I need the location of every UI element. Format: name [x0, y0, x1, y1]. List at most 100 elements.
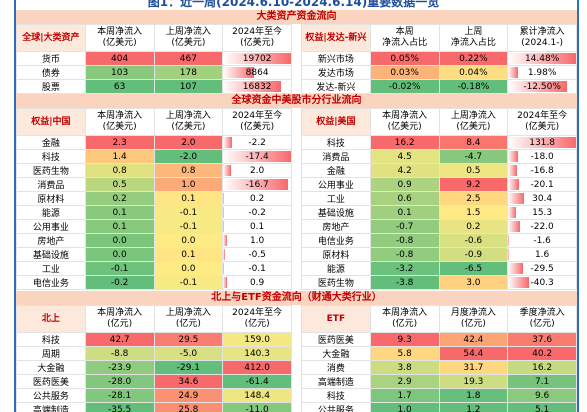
- value-text: 0.9: [249, 277, 265, 288]
- header-cell: 累计净流入 (2024.1-): [507, 24, 577, 52]
- row-label: 公共服务: [301, 402, 371, 412]
- value-cell: 14.48%: [507, 51, 577, 66]
- row-label: 发达-新兴: [301, 79, 371, 94]
- section: 全球资金中美股市分行业流向 权益|中国 本周净流入 (亿美元) 上周净流入 (亿美元)…: [16, 94, 577, 290]
- value-text: -16.7: [245, 179, 269, 190]
- header-row: 权益|中国 本周净流入 (亿美元) 上周净流入 (亿美元) 2024年至今 (亿美元): [16, 108, 292, 136]
- data-bar: [223, 67, 254, 78]
- header-row: 全球|大类资产 本周净流入 (亿美元) 上周净流入 (亿美元) 2024年至今 (亿美…: [16, 24, 292, 52]
- value-cell: -28.0: [84, 374, 155, 389]
- value-cell: 0.5: [84, 177, 155, 192]
- value-text: 15.3: [532, 207, 553, 218]
- value-cell: 1.2: [438, 402, 509, 412]
- data-row: 新兴市场 0.05% 0.22% 14.48%: [301, 51, 577, 66]
- value-text: 0.1: [249, 221, 265, 232]
- value-cell: -22.0: [507, 219, 577, 234]
- value-cell: 103: [84, 65, 155, 80]
- value-cell: 25.8: [153, 402, 224, 412]
- value-cell: -6.5: [438, 261, 509, 276]
- value-cell: -12.50%: [507, 79, 577, 94]
- value-text: 30.4: [532, 193, 553, 204]
- value-cell: -1.6: [507, 233, 577, 248]
- row-label: 金融: [301, 163, 371, 178]
- section: 大类资产资金流向 全球|大类资产 本周净流入 (亿美元) 上周净流入 (亿美元) 202…: [16, 10, 577, 94]
- data-bar: [223, 249, 226, 260]
- value-cell: -16.8: [507, 163, 577, 178]
- data-row: 发达市场 0.03% 0.04% 1.98%: [301, 65, 577, 80]
- data-row: 高端制造 2.9 19.3 7.1: [301, 374, 577, 389]
- value-cell: 2.0: [153, 135, 224, 150]
- value-text: -17.4: [245, 151, 269, 162]
- value-cell: 2.3: [84, 135, 155, 150]
- data-row: 金融 2.3 2.0 -2.2: [16, 135, 292, 150]
- value-cell: 4.5: [369, 149, 440, 164]
- value-text: -0.2: [248, 207, 266, 218]
- header-cell: 2024年至今 (亿美元): [222, 24, 292, 52]
- header-cell: 上周净流入 (亿美元): [153, 108, 224, 136]
- value-text: 131.8: [529, 137, 555, 148]
- value-cell: -0.5: [222, 247, 292, 262]
- data-bar: [223, 137, 232, 148]
- value-cell: 2.5: [438, 191, 509, 206]
- row-label: 消费品: [301, 149, 371, 164]
- data-row: 消费 3.8 31.7 16.2: [301, 360, 577, 375]
- row-label: 原材料: [301, 247, 371, 262]
- data-row: 电信业务 -0.2 -0.1 0.9: [16, 275, 292, 290]
- data-row: 周期 -8.8 -5.0 140.3: [16, 346, 292, 361]
- data-bar: [223, 193, 225, 204]
- row-label: 医药医美: [301, 332, 371, 347]
- value-cell: -20.1: [507, 177, 577, 192]
- value-cell: -0.1: [84, 261, 155, 276]
- row-label: 能源: [301, 261, 371, 276]
- value-cell: 37.6: [507, 332, 577, 347]
- header-cell: 权益|美国: [301, 108, 371, 136]
- row-label: 基础设施: [16, 247, 86, 262]
- value-cell: -0.1: [153, 219, 224, 234]
- value-cell: 0.22%: [438, 51, 509, 66]
- header-row: 权益|美国 本周净流入 (亿美元) 上周净流入 (亿美元) 2024年至今 (亿美元): [301, 108, 577, 136]
- value-cell: 1.0: [369, 402, 440, 412]
- value-cell: -16.7: [222, 177, 292, 192]
- data-bar: [508, 235, 510, 246]
- header-cell: 权益|发达-新兴: [301, 24, 371, 52]
- row-label: 大金融: [16, 360, 86, 375]
- value-text: -20.1: [530, 179, 554, 190]
- value-cell: -0.2: [84, 275, 155, 290]
- value-text: -18.0: [530, 151, 554, 162]
- value-cell: 0.5: [438, 163, 509, 178]
- value-cell: 9.6: [507, 388, 577, 403]
- value-cell: 0.2: [222, 191, 292, 206]
- value-cell: 0.0: [153, 261, 224, 276]
- value-text: -1.6: [533, 235, 551, 246]
- header-cell: 上周净流入 (亿元): [153, 305, 224, 333]
- value-cell: 15.3: [507, 205, 577, 220]
- section: 北上与ETF资金流向（财通大类行业） 北上 本周净流入 (亿元) 上周净流入 (亿元)…: [16, 291, 577, 412]
- data-table: 权益|美国 本周净流入 (亿美元) 上周净流入 (亿美元) 2024年至今 (亿美元)…: [301, 108, 577, 290]
- row-label: 大金融: [301, 346, 371, 361]
- value-cell: 0.9: [222, 275, 292, 290]
- value-cell: 2.9: [369, 374, 440, 389]
- value-cell: 1.0: [222, 233, 292, 248]
- row-label: 债券: [16, 65, 86, 80]
- row-label: 房地产: [16, 233, 86, 248]
- data-bar: [223, 81, 282, 92]
- data-row: 原材料 -0.8 -0.9 1.6: [301, 247, 577, 262]
- row-label: 公用事业: [301, 177, 371, 192]
- value-cell: -5.0: [153, 346, 224, 361]
- row-label: 工业: [301, 191, 371, 206]
- value-cell: 5.8: [369, 346, 440, 361]
- data-row: 公共服务 -28.1 24.9 148.4: [16, 388, 292, 403]
- header-cell: ETF: [301, 305, 371, 333]
- value-text: 16832: [242, 81, 272, 92]
- header-cell: 全球|大类资产: [16, 24, 86, 52]
- value-cell: 0.03%: [369, 65, 440, 80]
- value-cell: 0.1: [222, 219, 292, 234]
- value-cell: 7.1: [507, 374, 577, 389]
- section-title: 大类资产资金流向: [16, 10, 577, 24]
- value-cell: -18.0: [507, 149, 577, 164]
- value-cell: 0.05%: [369, 51, 440, 66]
- data-bar: [508, 67, 518, 78]
- data-row: 金融 4.2 0.5 -16.8: [301, 163, 577, 178]
- data-row: 工业 -0.1 0.0 -0.1: [16, 261, 292, 276]
- data-table: 全球|大类资产 本周净流入 (亿美元) 上周净流入 (亿美元) 2024年至今 (亿美…: [16, 24, 292, 94]
